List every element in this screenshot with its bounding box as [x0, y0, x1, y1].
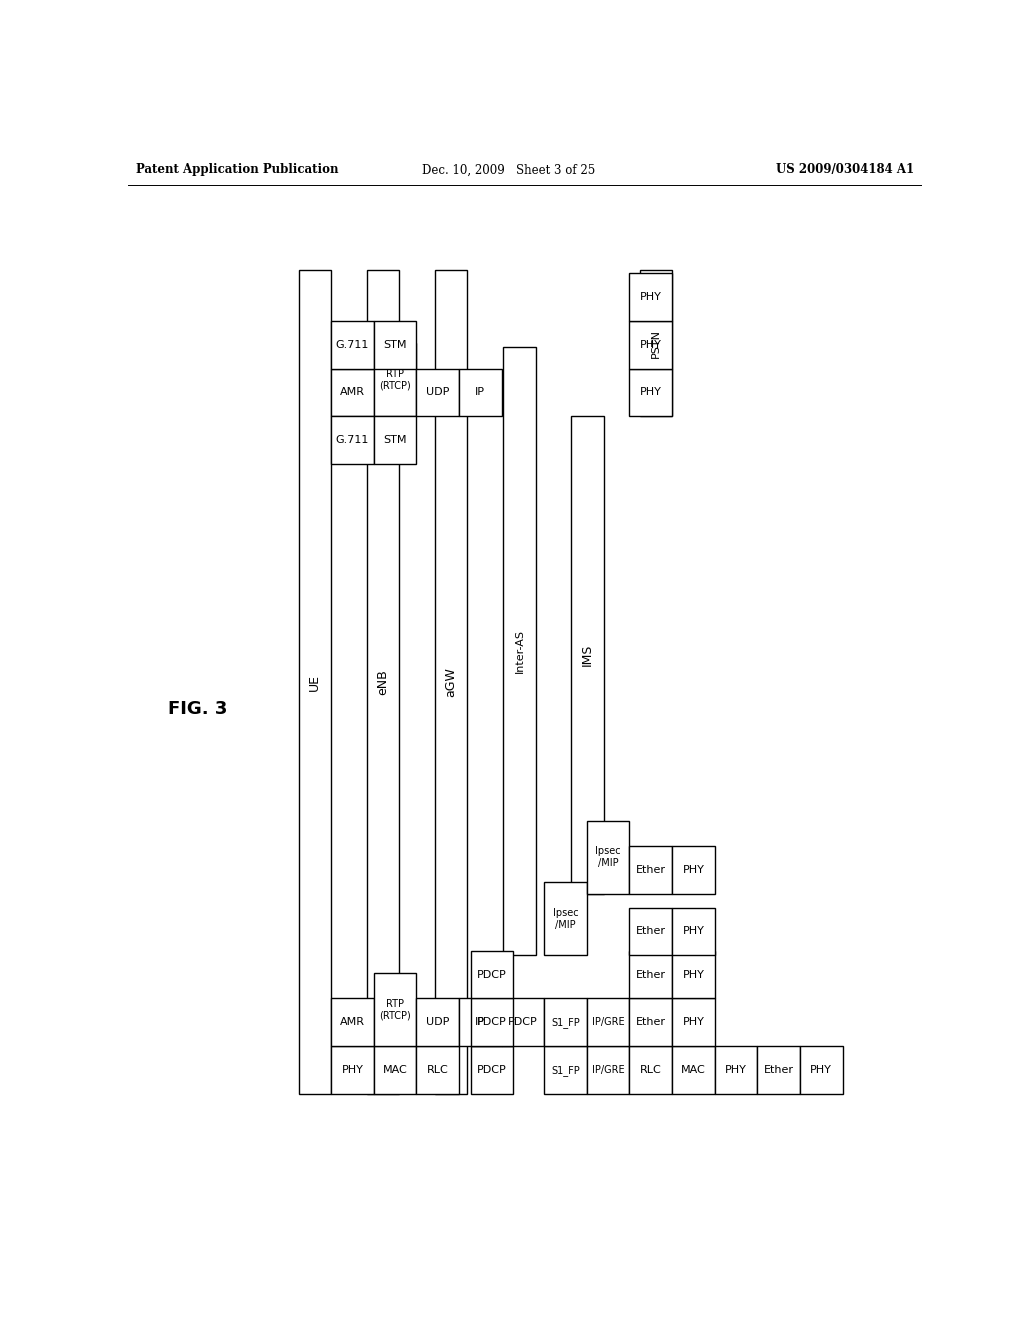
Text: PHY: PHY	[640, 292, 662, 302]
Text: PHY: PHY	[682, 1018, 705, 1027]
Text: RLC: RLC	[640, 1065, 662, 1074]
Text: G.711: G.711	[336, 339, 369, 350]
Bar	[630, 368, 672, 416]
Bar	[374, 343, 417, 416]
Text: PDCP: PDCP	[477, 970, 507, 979]
Text: Ether: Ether	[636, 865, 666, 875]
Bar	[758, 1047, 800, 1094]
Text: RTP
(RTCP): RTP (RTCP)	[379, 370, 411, 391]
Bar	[471, 950, 513, 998]
Bar	[459, 368, 502, 416]
Bar	[587, 998, 630, 1047]
Text: IP: IP	[475, 1018, 485, 1027]
Text: Ether: Ether	[636, 927, 666, 936]
Text: UDP: UDP	[426, 388, 450, 397]
Text: IP/GRE: IP/GRE	[592, 1018, 625, 1027]
Bar	[587, 821, 630, 894]
Bar	[630, 321, 672, 368]
Text: PHY: PHY	[725, 1065, 746, 1074]
Bar	[630, 908, 672, 956]
Text: PDCP: PDCP	[508, 1018, 538, 1027]
Text: Dec. 10, 2009   Sheet 3 of 25: Dec. 10, 2009 Sheet 3 of 25	[423, 164, 596, 177]
Bar	[630, 1047, 672, 1094]
Text: PHY: PHY	[640, 339, 662, 350]
Bar	[331, 368, 374, 416]
Text: IP/GRE: IP/GRE	[592, 1065, 625, 1074]
Text: RLC: RLC	[427, 1065, 449, 1074]
Bar	[672, 950, 715, 998]
Text: PDCP: PDCP	[477, 1065, 507, 1074]
Text: UDP: UDP	[426, 1018, 450, 1027]
Bar	[435, 271, 467, 1094]
Bar	[630, 998, 672, 1047]
Text: FIG. 3: FIG. 3	[168, 700, 227, 718]
Bar	[417, 998, 459, 1047]
Text: G.711: G.711	[336, 436, 369, 445]
Text: Inter-AS: Inter-AS	[514, 630, 524, 673]
Bar	[417, 1047, 459, 1094]
Bar	[571, 416, 604, 894]
Bar	[544, 1047, 587, 1094]
Text: PHY: PHY	[682, 927, 705, 936]
Text: aGW: aGW	[444, 667, 458, 697]
Bar	[459, 998, 502, 1047]
Text: Patent Application Publication: Patent Application Publication	[136, 164, 338, 177]
Text: Ipsec
/MIP: Ipsec /MIP	[595, 846, 621, 869]
Bar	[544, 882, 587, 956]
Text: UE: UE	[308, 673, 322, 690]
Bar	[630, 950, 672, 998]
Bar	[374, 416, 417, 465]
Text: AMR: AMR	[340, 388, 365, 397]
Bar	[374, 321, 417, 368]
Text: PHY: PHY	[682, 865, 705, 875]
Text: RTP
(RTCP): RTP (RTCP)	[379, 999, 411, 1020]
Bar	[471, 998, 513, 1047]
Text: Ether: Ether	[636, 1018, 666, 1027]
Text: PHY: PHY	[810, 1065, 833, 1074]
Bar	[640, 271, 672, 416]
Bar	[544, 998, 587, 1047]
Text: PHY: PHY	[682, 970, 705, 979]
Bar	[299, 271, 331, 1094]
Bar	[672, 846, 715, 894]
Bar	[800, 1047, 843, 1094]
Bar	[374, 1047, 417, 1094]
Text: US 2009/0304184 A1: US 2009/0304184 A1	[776, 164, 913, 177]
Bar	[587, 1047, 630, 1094]
Text: S1_FP: S1_FP	[551, 1065, 580, 1076]
Text: Ipsec
/MIP: Ipsec /MIP	[553, 908, 579, 929]
Bar	[331, 416, 374, 465]
Text: AMR: AMR	[340, 1018, 365, 1027]
Text: Ether: Ether	[764, 1065, 794, 1074]
Bar	[502, 998, 544, 1047]
Bar	[331, 1047, 374, 1094]
Text: IMS: IMS	[581, 644, 594, 667]
Text: IP: IP	[475, 388, 485, 397]
Text: STM: STM	[383, 436, 407, 445]
Text: STM: STM	[383, 339, 407, 350]
Text: MAC: MAC	[681, 1065, 706, 1074]
Text: PSTN: PSTN	[651, 329, 660, 358]
Bar	[471, 1047, 513, 1094]
Text: PHY: PHY	[341, 1065, 364, 1074]
Text: eNB: eNB	[377, 669, 389, 694]
Bar	[367, 271, 399, 1094]
Text: S1_FP: S1_FP	[551, 1016, 580, 1028]
Bar	[417, 368, 459, 416]
Bar	[672, 908, 715, 956]
Text: PDCP: PDCP	[477, 1018, 507, 1027]
Bar	[331, 321, 374, 368]
Bar	[630, 273, 672, 321]
Bar	[331, 998, 374, 1047]
Bar	[630, 846, 672, 894]
Bar	[715, 1047, 758, 1094]
Bar	[672, 998, 715, 1047]
Bar	[672, 1047, 715, 1094]
Text: Ether: Ether	[636, 970, 666, 979]
Text: MAC: MAC	[383, 1065, 408, 1074]
Bar	[503, 347, 536, 956]
Bar	[374, 973, 417, 1047]
Text: PHY: PHY	[640, 388, 662, 397]
